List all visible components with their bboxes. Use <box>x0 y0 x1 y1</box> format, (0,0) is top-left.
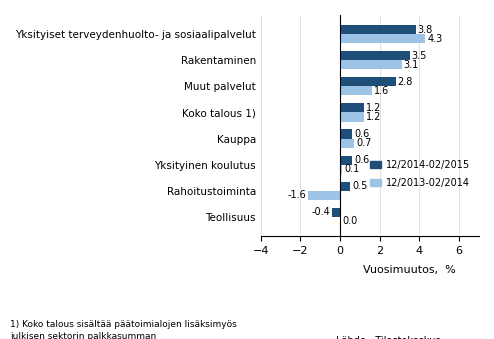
Text: 0.6: 0.6 <box>354 155 369 165</box>
Text: 3.1: 3.1 <box>404 60 419 70</box>
Text: 0.0: 0.0 <box>342 216 357 226</box>
Bar <box>340 113 364 122</box>
Text: -1.6: -1.6 <box>288 190 306 200</box>
Text: 1) Koko talous sisältää päätoimialojen lisäksimyös: 1) Koko talous sisältää päätoimialojen l… <box>10 320 237 330</box>
Text: 0.7: 0.7 <box>356 138 371 148</box>
Bar <box>332 208 340 217</box>
Bar <box>340 25 415 34</box>
Text: 0.5: 0.5 <box>352 181 368 191</box>
Bar <box>340 51 410 60</box>
Text: Lähde:  Tilastokeskus: Lähde: Tilastokeskus <box>336 336 441 339</box>
Bar <box>340 86 372 96</box>
Bar <box>340 60 402 69</box>
X-axis label: Vuosimuutos,  %: Vuosimuutos, % <box>363 265 455 275</box>
Bar <box>340 156 352 165</box>
Text: 3.5: 3.5 <box>412 51 427 61</box>
Bar <box>340 129 352 139</box>
Bar <box>340 165 342 174</box>
Text: 4.3: 4.3 <box>427 34 443 44</box>
Bar <box>340 103 364 113</box>
Text: 0.1: 0.1 <box>344 164 359 174</box>
Text: 0.6: 0.6 <box>354 129 369 139</box>
Text: 1.2: 1.2 <box>366 112 381 122</box>
Text: -0.4: -0.4 <box>311 207 330 217</box>
Bar <box>340 34 425 43</box>
Bar <box>340 77 396 86</box>
Text: 2.8: 2.8 <box>398 77 413 87</box>
Text: 1.6: 1.6 <box>374 86 389 96</box>
Legend: 12/2014-02/2015, 12/2013-02/2014: 12/2014-02/2015, 12/2013-02/2014 <box>366 156 474 192</box>
Text: 1.2: 1.2 <box>366 103 381 113</box>
Bar <box>340 139 354 148</box>
Text: julkisen sektorin palkkasumman: julkisen sektorin palkkasumman <box>10 332 156 339</box>
Bar <box>340 182 350 191</box>
Bar <box>308 191 340 200</box>
Text: 3.8: 3.8 <box>417 25 433 35</box>
